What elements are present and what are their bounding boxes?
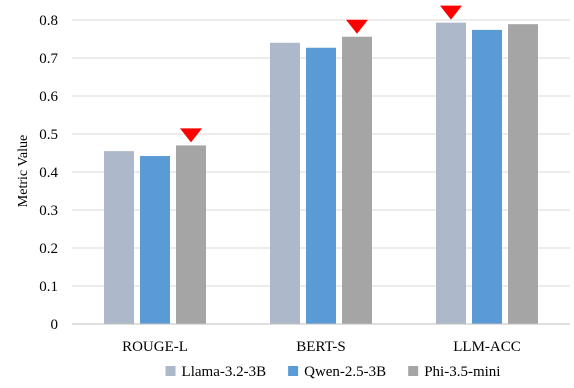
legend-label: Phi-3.5-mini: [424, 364, 500, 380]
y-tick-label: 0.6: [39, 89, 58, 105]
best-markers: [180, 5, 462, 143]
y-tick-label: 0.8: [39, 13, 58, 29]
y-tick-label: 0: [51, 317, 59, 333]
bar-phi-3-5-mini-bert-s: [342, 36, 372, 324]
bar-llama-3-2-3b-bert-s: [270, 42, 300, 325]
y-axis-title: Metric Value: [16, 135, 31, 207]
category-label: LLM-ACC: [453, 339, 521, 355]
legend: Llama-3.2-3B Qwen-2.5-3B Phi-3.5-mini: [165, 364, 500, 380]
y-tick-label: 0.1: [39, 279, 58, 295]
best-marker-icon: [440, 5, 462, 20]
y-tick-label: 0.7: [39, 51, 58, 67]
y-tick-labels: 0 0.1 0.2 0.3 0.4 0.5 0.6 0.7 0.8: [39, 13, 58, 333]
category-label: BERT-S: [296, 339, 345, 355]
best-marker-icon: [346, 19, 368, 34]
category-labels: ROUGE-L BERT-S LLM-ACC: [122, 339, 521, 355]
bar-llama-3-2-3b-llm-acc: [436, 22, 466, 324]
legend-swatch: [165, 366, 176, 376]
category-label: ROUGE-L: [122, 339, 188, 355]
bar-qwen-2-5-3b-llm-acc: [472, 29, 502, 324]
legend-swatch: [288, 366, 299, 376]
bar-llama-3-2-3b-rouge-l: [104, 151, 134, 324]
y-tick-label: 0.4: [39, 165, 58, 181]
legend-label: Qwen-2.5-3B: [304, 364, 386, 380]
bar-phi-3-5-mini-rouge-l: [176, 145, 206, 324]
bar-phi-3-5-mini-llm-acc: [508, 24, 538, 325]
y-tick-label: 0.5: [39, 127, 58, 143]
best-marker-icon: [180, 128, 202, 143]
legend-swatch: [408, 366, 419, 376]
bar-qwen-2-5-3b-bert-s: [306, 47, 336, 325]
y-tick-label: 0.3: [39, 203, 58, 219]
bars: [104, 22, 538, 325]
bar-qwen-2-5-3b-rouge-l: [140, 156, 170, 324]
y-tick-label: 0.2: [39, 241, 58, 257]
legend-label: Llama-3.2-3B: [182, 364, 267, 380]
